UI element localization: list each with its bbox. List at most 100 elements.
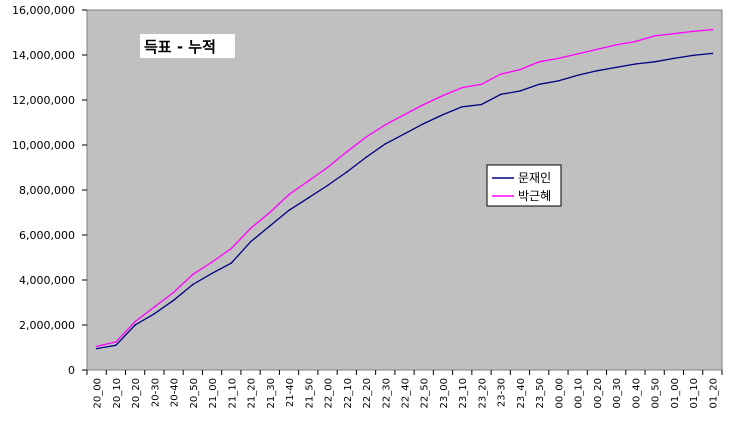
data-point [711, 52, 714, 55]
data-point [172, 291, 175, 294]
x-tick-label: 20_50 [189, 378, 200, 408]
x-tick-label: 22_30 [381, 378, 392, 408]
data-point [403, 132, 406, 135]
data-point [461, 105, 464, 108]
data-point [365, 156, 367, 159]
data-point [230, 262, 233, 264]
data-point [345, 150, 348, 153]
x-tick-label: 23_50 [535, 378, 546, 408]
data-point [692, 30, 694, 33]
data-point [115, 344, 117, 347]
y-axis: 0 2,000,000 4,000,000 6,000,000 8,000,000 10,… [12, 4, 87, 377]
x-tick-label: 20-40 [170, 378, 181, 407]
data-point [634, 63, 637, 65]
data-point [422, 122, 425, 125]
data-point [134, 324, 136, 326]
x-tick-label: 00_20 [593, 378, 604, 408]
data-point [519, 90, 521, 92]
data-point [673, 57, 675, 60]
data-point [692, 54, 694, 57]
y-tick-label: 12,000,000 [12, 94, 75, 107]
y-tick-label: 16,000,000 [12, 4, 75, 17]
x-tick-label: 20_00 [93, 378, 104, 408]
data-point [403, 113, 406, 116]
x-tick-label: 01_20 [708, 378, 719, 408]
data-point [615, 66, 617, 69]
y-tick-label: 14,000,000 [12, 49, 75, 62]
x-tick-label: 00_00 [554, 378, 565, 408]
y-tick-label: 0 [68, 364, 75, 377]
data-point [461, 86, 464, 89]
x-tick-label: 22_10 [343, 378, 354, 408]
data-point [269, 211, 271, 214]
data-point [211, 261, 213, 263]
data-point [480, 83, 483, 86]
data-point [192, 283, 194, 286]
x-tick-label: 23_00 [439, 378, 450, 408]
data-point [249, 240, 252, 243]
data-point [95, 345, 98, 348]
x-tick-label: 00_10 [574, 378, 585, 408]
data-point [345, 171, 348, 173]
x-tick-label: 23_40 [516, 378, 527, 408]
data-point [538, 60, 540, 63]
data-point [422, 103, 425, 106]
data-point [307, 180, 310, 182]
legend-label: 박근혜 [518, 189, 551, 203]
data-point [153, 312, 156, 315]
x-tick-label: 21_30 [266, 378, 277, 408]
x-tick-label: 00_30 [612, 378, 623, 408]
data-point [249, 227, 252, 230]
x-tick-label: 20_10 [112, 378, 123, 408]
data-point [153, 306, 156, 308]
data-point [384, 123, 387, 126]
data-point [442, 113, 444, 116]
x-tick-label: 21-40 [285, 378, 296, 407]
x-tick-label: 01_10 [689, 378, 700, 408]
data-point [653, 35, 656, 37]
x-tick-label: 22_40 [401, 378, 412, 408]
data-point [230, 247, 233, 250]
x-tick-label: 22_50 [420, 378, 431, 408]
x-tick-label: 23-30 [497, 378, 508, 407]
y-tick-label: 10,000,000 [12, 139, 75, 152]
data-point [211, 272, 213, 275]
x-tick-label: 21_50 [304, 378, 315, 408]
chart-title: 득표 - 누적 [144, 38, 216, 56]
data-point [519, 68, 521, 71]
x-tick-label: 22_20 [362, 378, 373, 408]
x-tick-label: 23_10 [458, 378, 469, 408]
data-point [653, 60, 656, 63]
x-tick-label: 22_00 [324, 378, 335, 408]
data-point [307, 197, 310, 199]
data-point [95, 347, 98, 350]
data-point [596, 69, 598, 72]
data-point [557, 57, 560, 60]
x-tick-label: 21_10 [227, 378, 238, 408]
x-tick-label: 21_20 [247, 378, 258, 408]
data-point [442, 94, 444, 97]
data-point [711, 28, 714, 31]
data-point [499, 93, 502, 96]
chart-title-box: 득표 - 누적 [140, 34, 235, 58]
y-tick-label: 8,000,000 [19, 184, 75, 197]
x-tick-label: 01_00 [670, 378, 681, 408]
data-point [499, 73, 502, 75]
plot-area [86, 9, 723, 371]
data-point [634, 40, 637, 43]
data-point [576, 74, 579, 77]
chart-title-background [140, 34, 235, 58]
x-tick-label: 23_20 [477, 378, 488, 408]
data-point [269, 225, 271, 227]
data-point [557, 80, 560, 82]
y-tick-label: 2,000,000 [19, 319, 75, 332]
data-point [288, 193, 290, 196]
x-tick-label: 21_00 [208, 378, 219, 408]
data-point [365, 136, 367, 138]
data-point [288, 209, 290, 212]
data-point [172, 299, 175, 302]
data-point [192, 273, 194, 276]
legend-label: 문재인 [518, 171, 551, 185]
